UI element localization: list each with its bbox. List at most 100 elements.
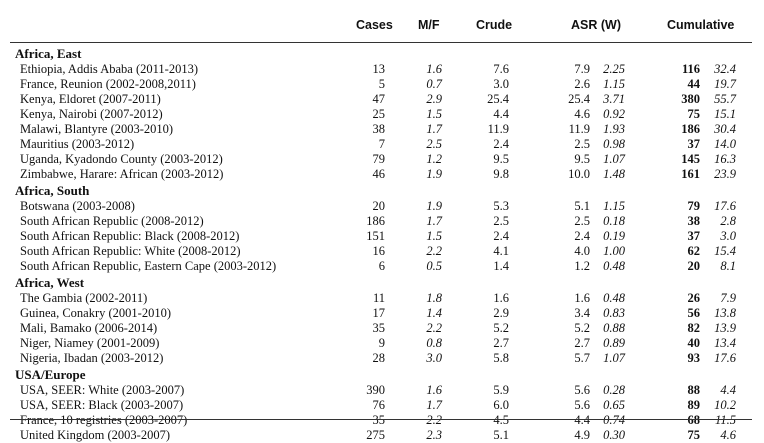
cell-cum: 75 (687, 107, 701, 121)
group-heading: USA/Europe (15, 367, 86, 382)
cell-crude: 5.8 (493, 351, 509, 365)
cell-asr: 2.5 (574, 214, 590, 228)
cell-asr: 7.9 (574, 62, 590, 76)
header-mf: M/F (418, 18, 440, 32)
cell-crude: 2.4 (493, 229, 509, 243)
cell-label: South African Republic, Eastern Cape (20… (20, 259, 277, 273)
cell-pct: 13.4 (714, 336, 736, 350)
cell-label: South African Republic: White (2008-2012… (20, 244, 241, 258)
cell-mf: 1.5 (426, 229, 442, 243)
cell-cases: 20 (372, 199, 386, 213)
header-asr: ASR (W) (571, 18, 621, 32)
cell-ci: 0.18 (603, 214, 625, 228)
cell-ci: 0.65 (603, 398, 625, 412)
cell-label: France, 10 registries (2003-2007) (20, 413, 188, 427)
cell-cases: 76 (372, 398, 386, 412)
cell-mf: 1.7 (426, 214, 442, 228)
cell-crude: 11.9 (487, 122, 509, 136)
group-heading: Africa, East (15, 46, 82, 61)
group-heading: Africa, South (15, 183, 90, 198)
cell-ci: 3.71 (603, 92, 625, 106)
cell-mf: 2.5 (426, 137, 442, 151)
cell-label: Botswana (2003-2008) (20, 199, 135, 213)
cell-ci: 0.30 (603, 428, 625, 442)
table-page: Cases M/F Crude ASR (W) Cumulative Afric… (0, 18, 764, 442)
table-row: Uganda, Kyadondo County (2003-2012) 79 1.2… (0, 152, 764, 167)
cell-cum: 44 (687, 77, 701, 91)
cell-mf: 2.2 (426, 321, 442, 335)
cell-label: Malawi, Blantyre (2003-2010) (20, 122, 174, 136)
cell-asr: 5.1 (574, 199, 590, 213)
cell-ci: 0.48 (603, 291, 625, 305)
cell-crude: 2.7 (493, 336, 509, 350)
cell-pct: 30.4 (714, 122, 736, 136)
cell-cum: 26 (687, 291, 701, 305)
cell-pct: 3.0 (720, 229, 736, 243)
cell-cases: 11 (372, 291, 385, 305)
cell-cases: 9 (378, 336, 385, 350)
cell-label: United Kingdom (2003-2007) (20, 428, 170, 442)
cell-crude: 6.0 (493, 398, 509, 412)
table-row: Zimbabwe, Harare: African (2003-2012) 46 1… (0, 167, 764, 182)
cell-pct: 13.9 (714, 321, 736, 335)
cell-mf: 0.5 (426, 259, 442, 273)
cell-ci: 1.15 (603, 77, 625, 91)
cell-label: Niger, Niamey (2001-2009) (20, 336, 160, 350)
cell-mf: 1.7 (426, 122, 442, 136)
cell-asr: 4.0 (574, 244, 590, 258)
cell-crude: 4.1 (493, 244, 509, 258)
cell-label: Mauritius (2003-2012) (20, 137, 135, 151)
header-rule (10, 42, 752, 43)
cell-label: USA, SEER: Black (2003-2007) (20, 398, 184, 412)
cell-label: Nigeria, Ibadan (2003-2012) (20, 351, 164, 365)
cell-ci: 2.25 (603, 62, 625, 76)
cell-ci: 0.89 (603, 336, 625, 350)
cell-ci: 1.93 (603, 122, 625, 136)
table-row: Guinea, Conakry (2001-2010) 17 1.4 2.9 3.4 0.… (0, 306, 764, 321)
cell-cases: 275 (366, 428, 385, 442)
cell-cum: 38 (687, 214, 701, 228)
table-row: Kenya, Nairobi (2007-2012) 25 1.5 4.4 4.6 0.9… (0, 107, 764, 122)
cell-crude: 9.8 (493, 167, 509, 181)
table-row: Malawi, Blantyre (2003-2010) 38 1.7 11.9 11.… (0, 122, 764, 137)
cell-label: Zimbabwe, Harare: African (2003-2012) (20, 167, 224, 181)
cell-asr: 2.6 (574, 77, 590, 91)
cell-pct: 2.8 (720, 214, 736, 228)
cell-cases: 28 (372, 351, 386, 365)
table-row: South African Republic, Eastern Cape (20… (0, 259, 764, 274)
cell-pct: 17.6 (714, 199, 736, 213)
cell-cases: 35 (372, 413, 386, 427)
header-cases: Cases (356, 18, 393, 32)
table-row: South African Republic: White (2008-2012… (0, 244, 764, 259)
cell-label: Kenya, Eldoret (2007-2011) (20, 92, 161, 106)
cell-label: Mali, Bamako (2006-2014) (20, 321, 158, 335)
cell-asr: 5.6 (574, 383, 590, 397)
cell-crude: 9.5 (493, 152, 509, 166)
cell-crude: 5.9 (493, 383, 509, 397)
cell-ci: 0.19 (603, 229, 625, 243)
cell-ci: 1.00 (603, 244, 625, 258)
cell-label: Guinea, Conakry (2001-2010) (20, 306, 172, 320)
cell-cases: 46 (372, 167, 386, 181)
cell-mf: 0.7 (426, 77, 442, 91)
cell-label: Ethiopia, Addis Ababa (2011-2013) (20, 62, 198, 76)
table-row: United Kingdom (2003-2007) 275 2.3 5.1 4.9 0.… (0, 428, 764, 443)
cell-pct: 16.3 (714, 152, 736, 166)
cell-pct: 4.6 (720, 428, 736, 442)
cell-asr: 1.2 (574, 259, 590, 273)
cell-mf: 0.8 (426, 336, 442, 350)
cell-cum: 93 (687, 351, 701, 365)
cell-crude: 4.4 (493, 107, 509, 121)
cell-asr: 4.6 (574, 107, 590, 121)
cell-label: France, Reunion (2002-2008,2011) (20, 77, 196, 91)
cell-asr: 5.6 (574, 398, 590, 412)
cell-crude: 5.2 (493, 321, 509, 335)
cell-ci: 1.15 (603, 199, 625, 213)
cell-crude: 5.1 (493, 428, 509, 442)
cell-mf: 2.2 (426, 244, 442, 258)
cell-asr: 1.6 (574, 291, 590, 305)
cell-mf: 1.9 (426, 167, 442, 181)
group-heading: Africa, West (15, 275, 85, 290)
cell-pct: 7.9 (720, 291, 736, 305)
cell-cum: 161 (681, 167, 700, 181)
